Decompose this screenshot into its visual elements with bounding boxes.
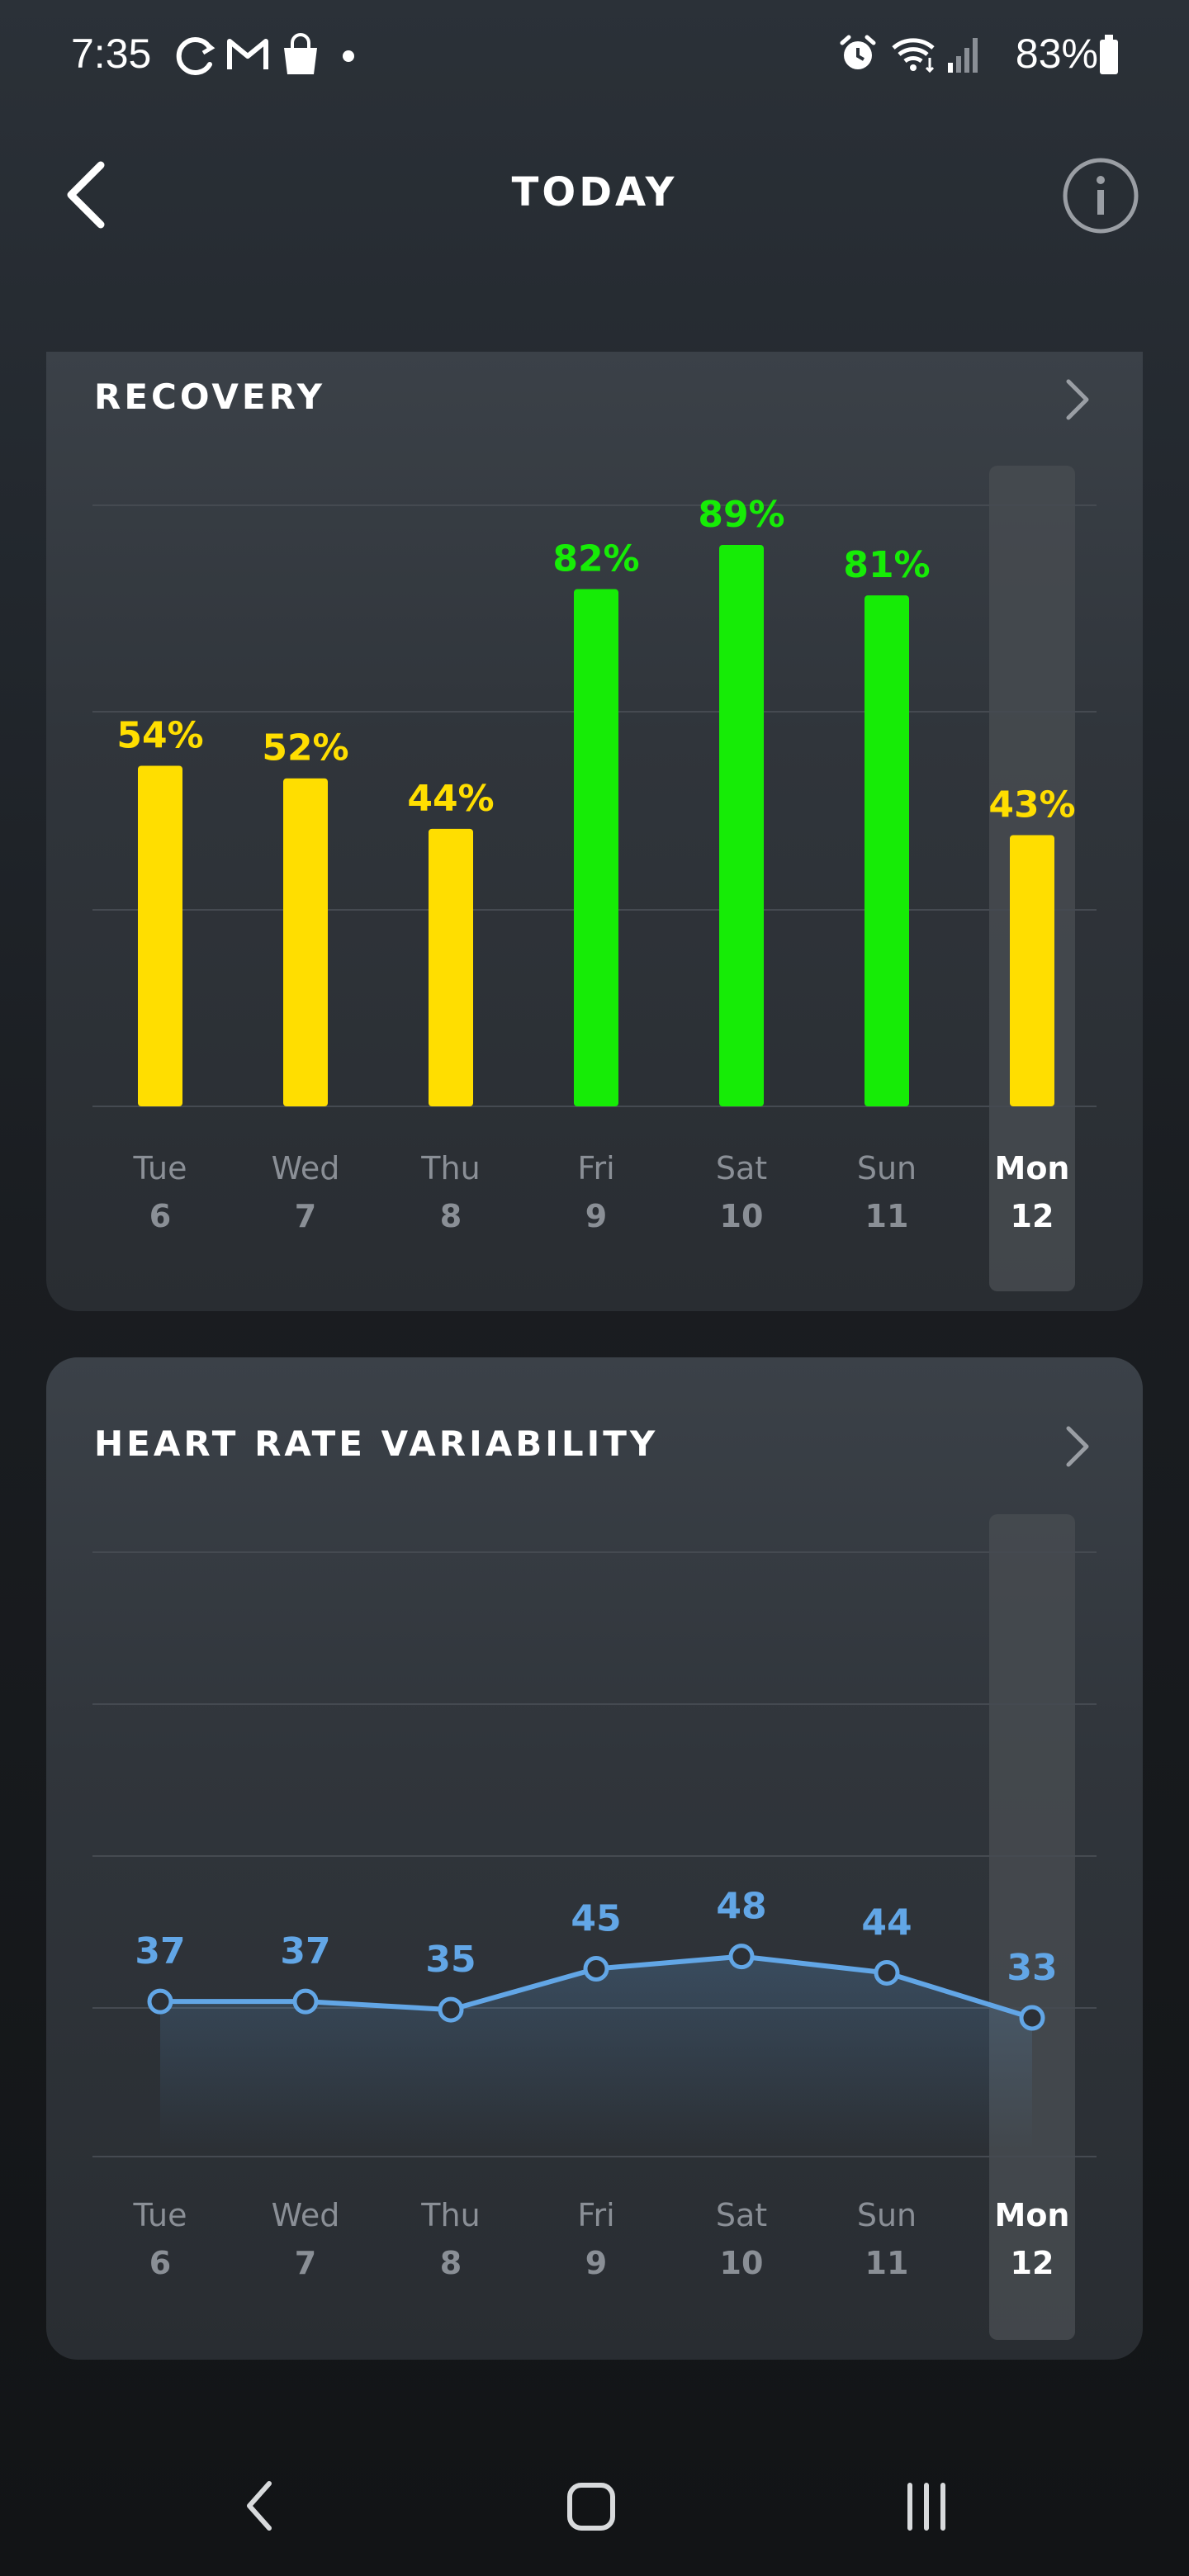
recovery-value-label: 44% — [407, 778, 494, 820]
hrv-value-label: 33 — [1007, 1947, 1057, 1989]
hrv-title: HEART RATE VARIABILITY — [94, 1423, 659, 1464]
date-label: 7 — [295, 2245, 316, 2281]
day-label: Sat — [716, 1150, 767, 1186]
recovery-value-label: 81% — [843, 544, 930, 586]
recovery-bar — [1010, 835, 1054, 1106]
day-label: Sat — [716, 2197, 767, 2233]
recovery-bar — [719, 545, 764, 1106]
date-label: 12 — [1011, 1198, 1054, 1234]
signal-icon — [948, 38, 978, 73]
day-label: Fri — [577, 1150, 614, 1186]
day-label: Tue — [133, 1150, 187, 1186]
hrv-point — [874, 1959, 900, 1986]
info-button[interactable] — [1062, 157, 1139, 234]
date-label: 10 — [720, 1198, 764, 1234]
recovery-value-label: 43% — [988, 784, 1075, 826]
hrv-card[interactable]: HEART RATE VARIABILITY 37 Tue 6 37 Wed 7 35 Thu… — [46, 1357, 1143, 2360]
chevron-left-icon — [67, 161, 105, 229]
hrv-chart: 37 Tue 6 37 Wed 7 35 Thu 8 45 Fri 9 48 Sat 10 44 Sun 11 33… — [92, 1514, 1097, 2340]
date-label: 7 — [295, 1198, 316, 1234]
hrv-value-label: 37 — [135, 1930, 185, 1972]
hrv-value-label: 45 — [571, 1898, 621, 1940]
hrv-point — [1019, 2005, 1045, 2031]
hrv-area — [160, 1956, 1032, 2150]
day-label: Sun — [857, 1150, 917, 1186]
recovery-bar — [574, 589, 618, 1106]
battery-icon — [1100, 35, 1118, 74]
gmail-icon — [227, 39, 268, 69]
hrv-value-label: 37 — [280, 1930, 330, 1972]
recovery-value-label: 89% — [698, 494, 784, 536]
recovery-value-label: 52% — [262, 727, 348, 769]
recovery-value-label: 82% — [552, 538, 639, 580]
day-label: Fri — [577, 2197, 614, 2233]
date-label: 11 — [865, 1198, 909, 1234]
chevron-right-icon[interactable] — [1060, 1422, 1093, 1471]
hrv-value-label: 48 — [716, 1886, 766, 1928]
wifi-icon — [892, 38, 935, 73]
back-button[interactable] — [58, 157, 116, 231]
date-label: 11 — [865, 2245, 909, 2281]
day-label: Thu — [420, 2197, 480, 2233]
recovery-value-label: 54% — [116, 714, 203, 756]
date-label: 10 — [720, 2245, 764, 2281]
date-label: 9 — [585, 1198, 607, 1234]
back-nav-icon[interactable] — [241, 2477, 277, 2535]
day-label: Thu — [420, 1150, 480, 1186]
battery-percent: 83% — [1015, 31, 1098, 77]
date-label: 6 — [149, 2245, 171, 2281]
page-title: TODAY — [511, 169, 678, 215]
recovery-bar — [138, 765, 182, 1106]
recents-nav-icon[interactable] — [900, 2480, 953, 2533]
recovery-bar — [865, 595, 909, 1106]
recovery-title: RECOVERY — [94, 376, 326, 417]
hrv-point — [438, 1996, 464, 2023]
info-icon — [1063, 158, 1139, 234]
hrv-point — [147, 1988, 173, 2015]
day-label: Mon — [995, 2197, 1070, 2233]
hrv-value-label: 44 — [861, 1901, 912, 1944]
recovery-card[interactable]: RECOVERY 54% Tue 6 52% Wed 7 44% Thu 8 82% Fri 9 89%… — [46, 352, 1143, 1311]
recovery-chart: 54% Tue 6 52% Wed 7 44% Thu 8 82% Fri 9 89% Sat 10 81% S… — [92, 466, 1097, 1291]
sync-icon — [176, 37, 216, 75]
hrv-point — [292, 1988, 319, 2015]
chevron-right-icon[interactable] — [1060, 375, 1093, 424]
date-label: 8 — [440, 1198, 462, 1234]
recovery-bar — [429, 828, 473, 1106]
day-label: Mon — [995, 1150, 1070, 1186]
hrv-point — [728, 1944, 755, 1970]
day-label: Wed — [272, 2197, 340, 2233]
date-label: 12 — [1011, 2245, 1054, 2281]
dot-icon — [343, 50, 354, 62]
day-label: Wed — [272, 1150, 340, 1186]
shopping-bag-icon — [284, 33, 317, 74]
date-label: 8 — [440, 2245, 462, 2281]
recovery-bar — [283, 778, 328, 1106]
home-nav-icon[interactable] — [565, 2480, 618, 2533]
hrv-value-label: 35 — [425, 1939, 476, 1981]
date-label: 9 — [585, 2245, 607, 2281]
alarm-icon — [840, 35, 876, 69]
day-label: Tue — [133, 2197, 187, 2233]
date-label: 6 — [149, 1198, 171, 1234]
navigation-bar — [0, 2444, 1189, 2576]
day-label: Sun — [857, 2197, 917, 2233]
hrv-point — [583, 1956, 609, 1982]
status-bar: 7:35 83% — [0, 0, 1189, 116]
status-time: 7:35 — [71, 31, 152, 77]
